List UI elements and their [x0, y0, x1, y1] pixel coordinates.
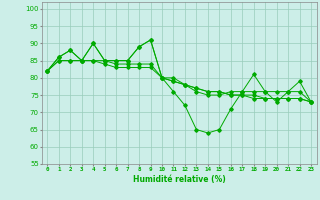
X-axis label: Humidité relative (%): Humidité relative (%) — [133, 175, 226, 184]
